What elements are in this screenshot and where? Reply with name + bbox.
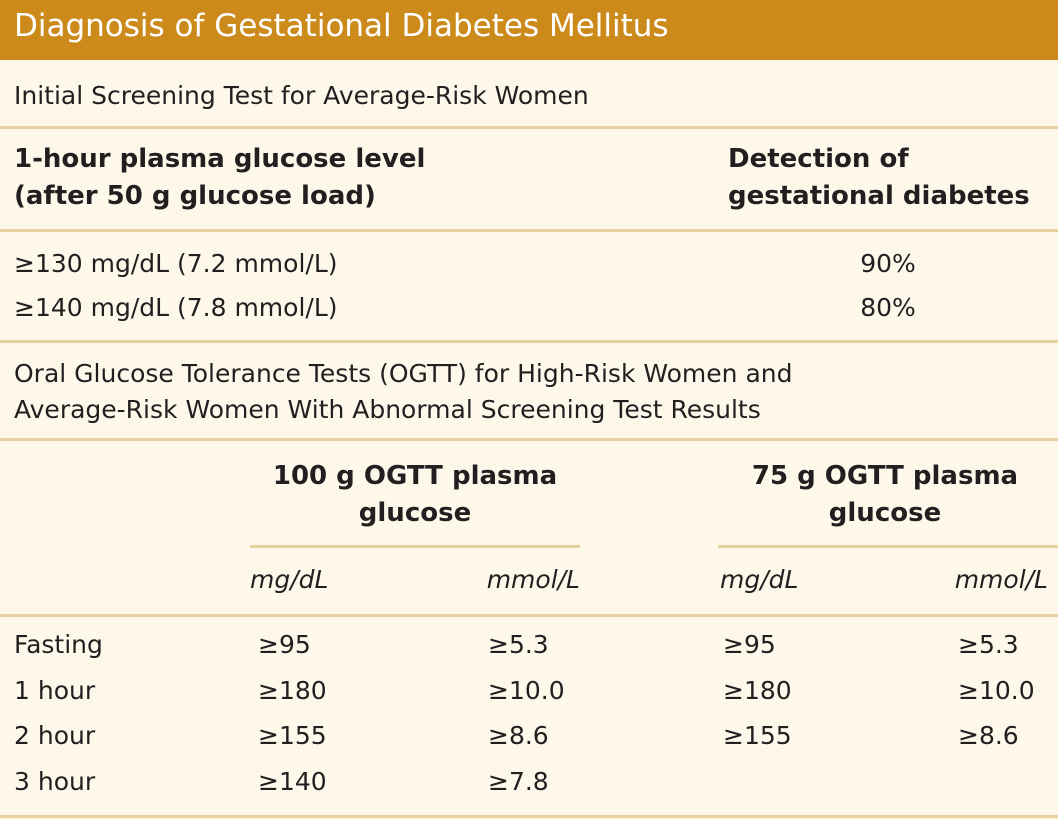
title-bar: Diagnosis of Gestational Diabetes Mellit… bbox=[0, 0, 1058, 60]
table-title: Diagnosis of Gestational Diabetes Mellit… bbox=[14, 8, 669, 44]
ogtt-75g-header-line1: 75 g OGTT plasma bbox=[751, 461, 1019, 491]
divider bbox=[0, 126, 1058, 129]
unit-mmol: mmol/L bbox=[954, 565, 1048, 594]
ogtt-75g-mmol: ≥10.0 bbox=[958, 676, 1035, 705]
ogtt-100g-header-line1: 100 g OGTT plasma bbox=[272, 461, 558, 491]
ogtt-75g-mmol: ≥8.6 bbox=[958, 721, 1019, 750]
screening-col1-header-line2: (after 50 g glucose load) bbox=[14, 181, 376, 211]
ogtt-75g-mgdl: ≥180 bbox=[723, 676, 792, 705]
unit-mmol: mmol/L bbox=[486, 565, 580, 594]
divider bbox=[0, 815, 1058, 818]
unit-mgdl: mg/dL bbox=[250, 565, 329, 594]
ogtt-section-title-line1: Oral Glucose Tolerance Tests (OGTT) for … bbox=[14, 359, 793, 388]
divider bbox=[0, 229, 1058, 232]
unit-mgdl: mg/dL bbox=[720, 565, 799, 594]
ogtt-section-title-line2: Average-Risk Women With Abnormal Screeni… bbox=[14, 395, 761, 424]
screening-section-title: Initial Screening Test for Average-Risk … bbox=[14, 81, 589, 110]
ogtt-75g-mmol: ≥5.3 bbox=[958, 630, 1019, 659]
ogtt-75g-mgdl: ≥95 bbox=[723, 630, 776, 659]
screening-col1-header-line1: 1-hour plasma glucose level bbox=[14, 144, 426, 174]
screening-level: ≥140 mg/dL (7.8 mmol/L) bbox=[14, 293, 338, 322]
screening-detection: 80% bbox=[860, 293, 916, 322]
screening-detection: 90% bbox=[860, 249, 916, 278]
ogtt-100g-header-line2: glucose bbox=[358, 498, 472, 528]
ogtt-100g-mmol: ≥5.3 bbox=[488, 630, 549, 659]
ogtt-100g-mmol: ≥10.0 bbox=[488, 676, 565, 705]
screening-level: ≥130 mg/dL (7.2 mmol/L) bbox=[14, 249, 338, 278]
divider bbox=[0, 438, 1058, 441]
ogtt-time: Fasting bbox=[14, 630, 103, 659]
ogtt-time: 2 hour bbox=[14, 721, 96, 750]
ogtt-100g-mmol: ≥7.8 bbox=[488, 767, 549, 796]
ogtt-100g-mgdl: ≥180 bbox=[258, 676, 327, 705]
screening-col2-header-line2: gestational diabetes bbox=[728, 181, 1030, 211]
group-underline bbox=[250, 545, 580, 548]
ogtt-100g-mgdl: ≥95 bbox=[258, 630, 311, 659]
ogtt-100g-mmol: ≥8.6 bbox=[488, 721, 549, 750]
ogtt-time: 3 hour bbox=[14, 767, 96, 796]
ogtt-time: 1 hour bbox=[14, 676, 96, 705]
ogtt-100g-mgdl: ≥155 bbox=[258, 721, 327, 750]
ogtt-75g-header-line2: glucose bbox=[828, 498, 942, 528]
group-underline bbox=[718, 545, 1058, 548]
divider bbox=[0, 614, 1058, 617]
ogtt-100g-mgdl: ≥140 bbox=[258, 767, 327, 796]
ogtt-75g-mgdl: ≥155 bbox=[723, 721, 792, 750]
divider bbox=[0, 340, 1058, 343]
screening-col2-header-line1: Detection of bbox=[728, 144, 909, 174]
